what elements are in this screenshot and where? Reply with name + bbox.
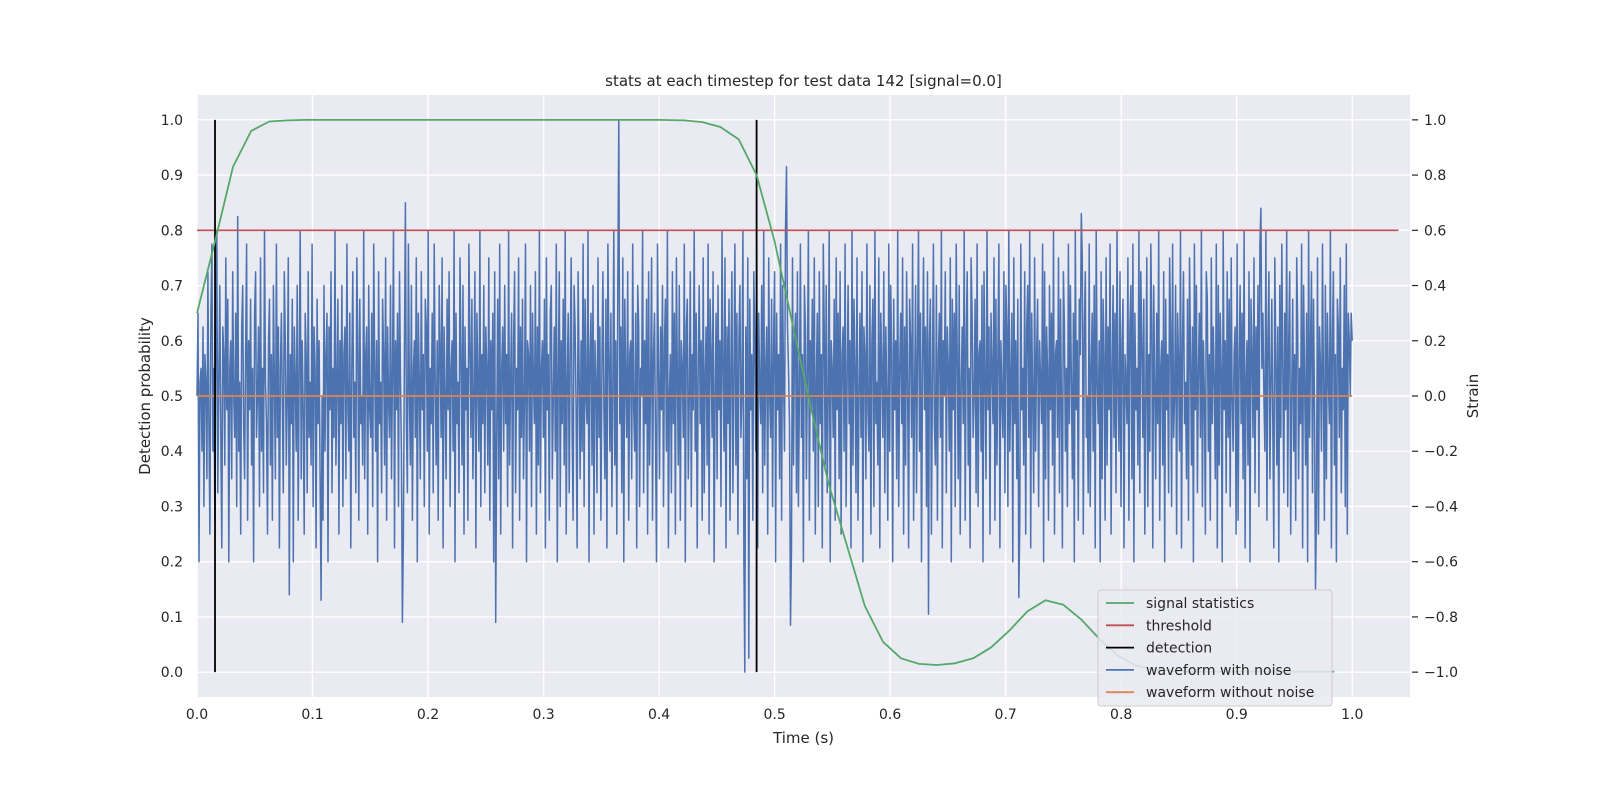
y-tick-label: 0.8 <box>161 223 183 239</box>
y2-tick-label: 0.4 <box>1424 279 1446 295</box>
x-tick-label: 0.7 <box>995 707 1017 723</box>
y-tick-label: 0.9 <box>161 168 183 184</box>
y-tick-label: 0.3 <box>161 499 183 515</box>
x-tick-label: 0.4 <box>648 707 670 723</box>
y-tick-label: 0.0 <box>161 665 183 681</box>
legend-entry: waveform without noise <box>1146 685 1314 701</box>
x-axis: 0.0 0.1 0.2 0.3 0.4 0.5 0.6 0.7 0.8 0.9 1.0 <box>186 707 1364 723</box>
y-tick-label: 0.1 <box>161 610 183 626</box>
y2-axis-label: Strain <box>1464 374 1482 418</box>
y-tick-label: 0.2 <box>161 555 183 571</box>
y2-tick-label: −0.8 <box>1424 610 1458 626</box>
y-tick-label: 0.4 <box>161 444 183 460</box>
legend-entry: threshold <box>1146 618 1212 634</box>
x-tick-label: 0.8 <box>1110 707 1132 723</box>
y2-tick-label: −0.2 <box>1424 444 1458 460</box>
legend: signal statistics threshold detection wavef… <box>1097 589 1333 707</box>
y-axis-left: 0.0 0.1 0.2 0.3 0.4 0.5 0.6 0.7 0.8 0.9 1.0 <box>161 113 183 681</box>
y2-tick-label: 0.8 <box>1424 168 1446 184</box>
x-tick-label: 0.2 <box>417 707 439 723</box>
x-tick-label: 0.1 <box>301 707 323 723</box>
legend-box <box>1097 589 1333 707</box>
x-tick-label: 0.9 <box>1226 707 1248 723</box>
x-tick-label: 0.0 <box>186 707 208 723</box>
y2-tick-label: 0.6 <box>1424 223 1446 239</box>
y-tick-label: 0.5 <box>161 389 183 405</box>
y2-tick-label: 0.0 <box>1424 389 1446 405</box>
y2-tick-label: −0.4 <box>1424 499 1458 515</box>
series-line-waveform-with-noise <box>196 119 1353 673</box>
y2-tick-label: −1.0 <box>1424 665 1458 681</box>
legend-entry: signal statistics <box>1146 596 1254 612</box>
legend-entry: detection <box>1146 641 1212 657</box>
y-tick-label: 1.0 <box>161 113 183 129</box>
chart-title: stats at each timestep for test data 142… <box>605 72 1002 90</box>
y-tick-label: 0.7 <box>161 279 183 295</box>
y2-tick-label: 0.2 <box>1424 334 1446 350</box>
x-tick-label: 0.5 <box>763 707 785 723</box>
x-tick-label: 1.0 <box>1341 707 1363 723</box>
x-tick-label: 0.6 <box>879 707 901 723</box>
x-axis-label: Time (s) <box>772 729 834 747</box>
y-tick-label: 0.6 <box>161 334 183 350</box>
y-axis-label: Detection probability <box>136 317 154 475</box>
x-tick-label: 0.3 <box>532 707 554 723</box>
y2-tick-label: −0.6 <box>1424 555 1458 571</box>
y2-tick-label: 1.0 <box>1424 113 1446 129</box>
legend-entry: waveform with noise <box>1146 663 1291 679</box>
y-axis-right: −1.0 −0.8 −0.6 −0.4 −0.2 0.0 0.2 0.4 0.6 0.8 1.0 <box>1412 113 1458 681</box>
